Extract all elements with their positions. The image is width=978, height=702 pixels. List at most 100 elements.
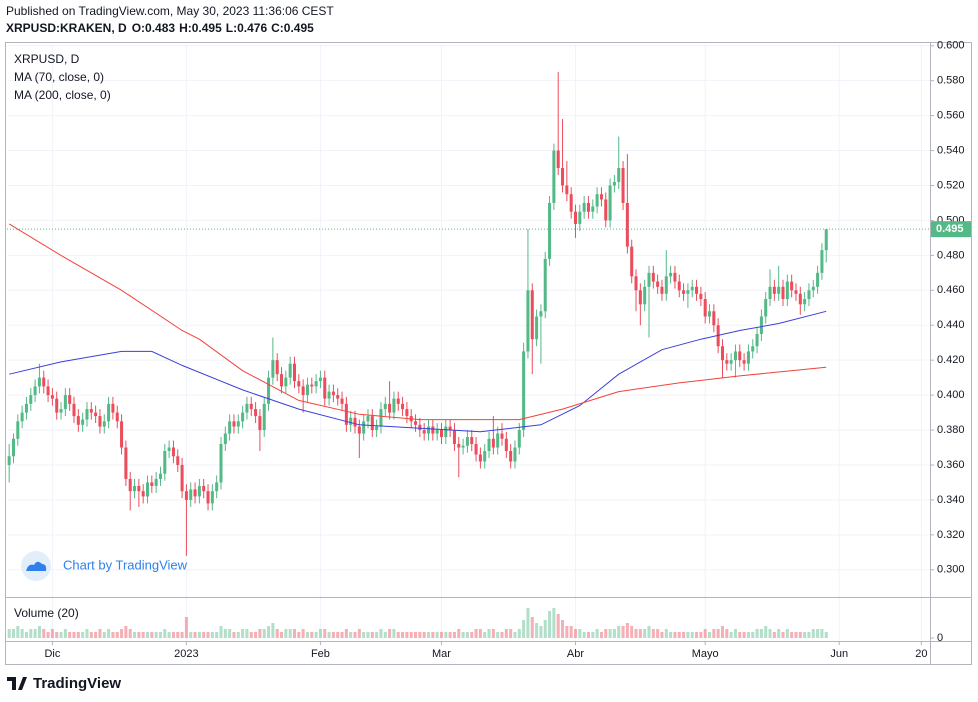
candle-body [366, 416, 370, 422]
candle-body [777, 286, 781, 294]
volume-bar [720, 626, 725, 638]
volume-bar [68, 632, 72, 638]
watermark-cloud [26, 561, 47, 571]
volume-bar [578, 629, 582, 638]
legend-title: XRPUSD, D [14, 52, 80, 66]
candle-body [712, 311, 716, 326]
candle-body [794, 290, 798, 294]
candle-body [517, 430, 521, 448]
volume-bar [781, 632, 785, 638]
watermark-text: Chart by TradingView [63, 557, 188, 572]
candle-body [340, 398, 344, 404]
volume-bar [232, 632, 236, 638]
volume-bar [318, 629, 322, 638]
y-tick-label: 0.520 [937, 179, 965, 191]
brand-text: TradingView [33, 675, 121, 692]
candle-body [539, 311, 543, 317]
x-tick-label: Mayo [692, 648, 719, 660]
candle-body [686, 290, 690, 294]
volume-bar [288, 629, 292, 638]
candle-body [163, 451, 167, 474]
candle-body [154, 478, 158, 486]
candle-body [297, 381, 301, 387]
volume-bar [370, 632, 374, 638]
candle-body [647, 272, 651, 287]
candle-body [461, 445, 465, 448]
volume-bar [11, 629, 15, 638]
volume-bar [94, 632, 98, 638]
volume-bar [695, 632, 699, 638]
volume-bar [496, 632, 500, 638]
legend-entry: MA (200, close, 0) [14, 88, 111, 102]
candle-body [176, 456, 180, 465]
x-tick-label: 20 [915, 648, 927, 660]
volume-bar [621, 626, 625, 638]
candle-body [318, 377, 322, 382]
candle-body [310, 384, 314, 387]
candle-body [483, 451, 487, 462]
volume-tick-label: 0 [937, 632, 943, 644]
volume-bar [729, 632, 733, 638]
volume-bar [522, 620, 526, 638]
volume-bar [167, 632, 171, 638]
candle-body [651, 272, 655, 282]
volume-bar [435, 632, 439, 638]
volume-bar [362, 632, 366, 638]
volume-bar [764, 626, 768, 638]
candle-body [452, 430, 456, 445]
candle-body [275, 360, 279, 375]
candle-body [133, 485, 137, 492]
volume-bar [284, 629, 288, 638]
volume-bar [768, 629, 772, 638]
volume-bar [552, 608, 556, 638]
candle-body [314, 381, 318, 387]
volume-bar [297, 632, 301, 638]
y-tick-label: 0.580 [937, 75, 965, 87]
watermark: Chart by TradingView [21, 551, 188, 581]
candle-body [336, 395, 340, 399]
candle-body [695, 286, 699, 294]
candle-body [699, 293, 703, 300]
candle-body [29, 395, 33, 404]
volume-bar [314, 632, 318, 638]
volume-bar [595, 629, 599, 638]
volume-bar [63, 629, 67, 638]
x-tick-label: Jun [830, 648, 848, 660]
candle-body [526, 290, 530, 352]
volume-bar [539, 626, 543, 638]
volume-bar [725, 629, 729, 638]
volume-bar [457, 629, 461, 638]
y-tick-label: 0.420 [937, 354, 965, 366]
volume-bar [392, 629, 396, 638]
candle-body [578, 211, 582, 224]
volume-bar [608, 629, 612, 638]
volume-bar [24, 632, 28, 638]
volume-bar [439, 632, 443, 638]
candle-body [552, 150, 556, 203]
candle-body [708, 311, 712, 317]
volume-bar [431, 632, 435, 638]
candle-body [111, 403, 115, 413]
candle-body [271, 360, 275, 378]
l-label: L: [226, 21, 237, 35]
candle-body [55, 398, 59, 413]
volume-bar [517, 629, 521, 638]
candle-body [405, 409, 409, 417]
volume-bar [171, 632, 175, 638]
candle-body [202, 485, 206, 492]
volume-bar [197, 632, 201, 638]
volume-bar [383, 632, 387, 638]
candle-body [673, 272, 677, 282]
volume-bar [206, 632, 210, 638]
volume-bar [669, 632, 673, 638]
volume-bar [418, 632, 422, 638]
candle-body [759, 316, 763, 334]
candle-body [465, 437, 469, 446]
candle-body [258, 416, 262, 431]
volume-bar [81, 632, 85, 638]
volume-bar [141, 632, 145, 638]
volume-bar [690, 632, 694, 638]
candle-body [292, 363, 297, 382]
volume-bar [461, 632, 465, 638]
